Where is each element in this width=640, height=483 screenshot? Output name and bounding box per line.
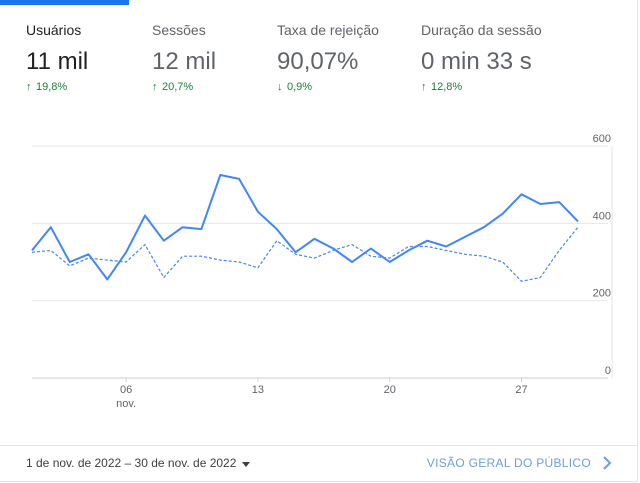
metric-value: 12 mil — [152, 48, 217, 75]
y-tick-label: 0 — [605, 365, 611, 377]
x-tick-label: 06 — [120, 384, 132, 396]
metric-label: Duração da sessão — [421, 22, 542, 38]
chevron-right-icon — [603, 456, 612, 470]
metric-value: 11 mil — [26, 48, 89, 75]
delta-value: 0,9% — [287, 81, 313, 93]
delta-value: 19,8% — [36, 81, 68, 93]
metric-tab-sessions[interactable]: Sessões 12 mil ↑ 20,7% — [152, 22, 216, 94]
x-tick-label: 20 — [384, 384, 396, 396]
arrow-up-icon: ↑ — [152, 81, 158, 93]
metric-value: 90,07% — [277, 48, 359, 75]
date-range-selector[interactable]: 1 de nov. de 2022 – 30 de nov. de 2022 — [26, 456, 251, 470]
x-tick-sublabel: nov. — [116, 398, 136, 410]
footer-divider — [0, 445, 638, 446]
delta-value: 20,7% — [162, 81, 194, 93]
current-period-line — [31, 174, 579, 281]
arrow-up-icon: ↑ — [421, 81, 427, 93]
metric-tab-session-duration[interactable]: Duração da sessão 0 min 33 s ↑ 12,8% — [421, 22, 542, 94]
metric-label: Usuários — [26, 22, 82, 38]
metric-tab-bounce-rate[interactable]: Taxa de rejeição 90,07% ↓ 0,9% — [277, 22, 379, 94]
delta-value: 12,8% — [431, 81, 463, 93]
caret-down-icon — [242, 461, 251, 467]
metric-value: 0 min 33 s — [421, 48, 532, 75]
audience-overview-label: VISÃO GERAL DO PÚBLICO — [426, 456, 591, 470]
metric-label: Sessões — [152, 22, 206, 38]
arrow-up-icon: ↑ — [26, 81, 32, 93]
y-tick-label: 400 — [593, 210, 611, 222]
audience-overview-link[interactable]: VISÃO GERAL DO PÚBLICO — [427, 456, 613, 470]
metric-delta: ↑ 12,8% — [421, 80, 542, 94]
metric-delta: ↑ 20,7% — [152, 80, 216, 94]
metric-delta: ↓ 0,9% — [277, 80, 379, 94]
y-tick-label: 600 — [593, 133, 611, 145]
date-range-label: 1 de nov. de 2022 – 30 de nov. de 2022 — [26, 456, 237, 470]
metric-tab-users[interactable]: Usuários 11 mil ↑ 19,8% — [26, 22, 88, 94]
active-tab-indicator — [0, 0, 129, 5]
x-tick-label: 13 — [252, 384, 264, 396]
previous-period-line — [31, 226, 579, 282]
metric-label: Taxa de rejeição — [277, 22, 379, 38]
metric-delta: ↑ 19,8% — [26, 80, 88, 94]
users-line-chart: 0 200 400 600 06 nov. 13 20 27 — [31, 133, 613, 410]
arrow-down-icon: ↓ — [277, 81, 283, 93]
x-tick-label: 27 — [515, 384, 527, 396]
y-tick-label: 200 — [593, 288, 611, 300]
